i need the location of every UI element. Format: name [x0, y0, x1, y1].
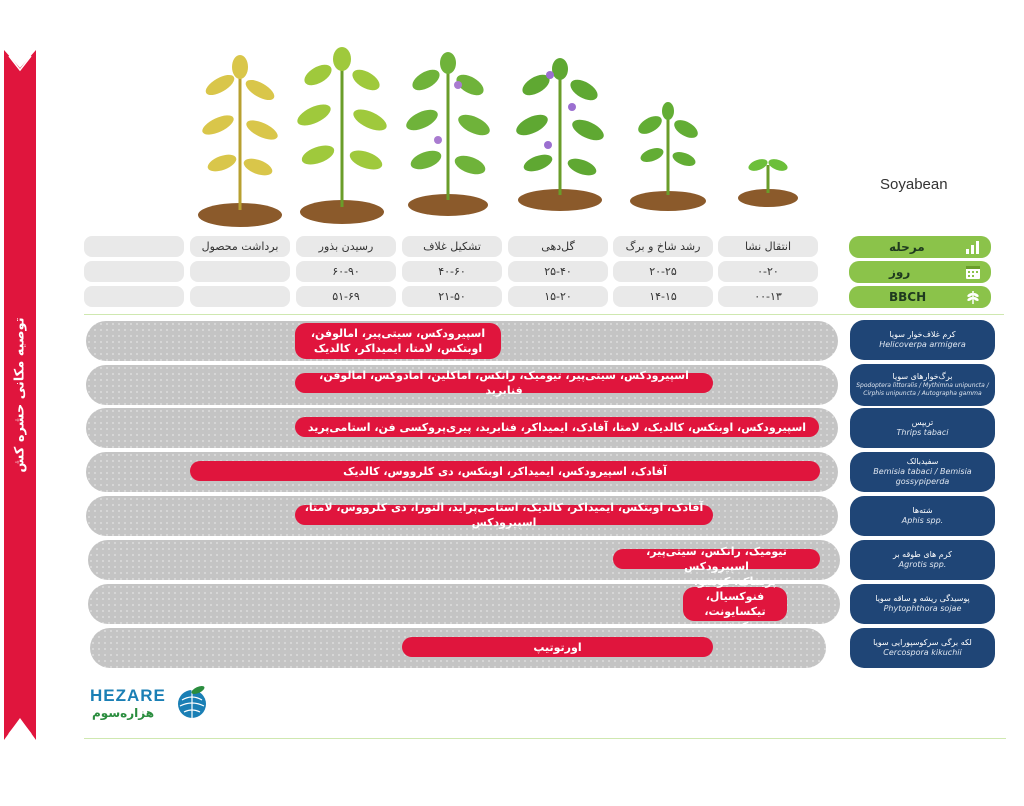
- stage-cell: [84, 236, 184, 257]
- plant-stalk-icon: [967, 291, 979, 304]
- bbch-cell: ۰۰-۱۳: [718, 286, 818, 307]
- calendar-icon: [966, 266, 980, 279]
- banner-shape: [4, 50, 36, 740]
- day-cell: [190, 261, 290, 282]
- product-pill: اسپیرودکس، اوبتکس، کالدیک، لامتا، آفادک،…: [295, 417, 819, 437]
- pest-card: کرم غلاف‌خوار سویا Helicoverpa armigera: [850, 320, 995, 360]
- hezare-logo: HEZARE هزاره‌سوم: [90, 684, 220, 728]
- bbch-header-label: BBCH: [889, 290, 927, 304]
- pest-name: کرم های طوقه بر: [893, 550, 952, 559]
- product-pill: پریماک، کوهیو، فنوکسیال، تیکسایونت، کیش: [683, 575, 787, 633]
- product-pill: آفادک، اوبتکس، ایمیداکر، کالدیک، استامی‌…: [295, 501, 713, 529]
- bbch-header: BBCH: [849, 286, 991, 308]
- day-cell: ۲۰-۲۵: [613, 261, 713, 282]
- day-cell: ۲۵-۴۰: [508, 261, 608, 282]
- stage-cell: رسیدن بذور: [296, 236, 396, 257]
- pest-scientific-name: Aphis spp.: [901, 516, 944, 525]
- pest-name: برگ‌خوارهای سویا: [892, 372, 953, 381]
- pest-scientific-name: Agrotis spp.: [898, 560, 947, 569]
- pest-card: تریپس Thrips tabaci: [850, 408, 995, 448]
- pest-card: کرم های طوقه بر Agrotis spp.: [850, 540, 995, 580]
- stage-header: مرحله: [849, 236, 991, 258]
- pest-name: پوسیدگی ریشه و ساقه سویا: [875, 594, 970, 603]
- pest-name: تریپس: [911, 418, 934, 427]
- pest-card: لکه برگی سرکوسپورایی سویا Cercospora kik…: [850, 628, 995, 668]
- bbch-cell: ۵۱-۶۹: [296, 286, 396, 307]
- sidebar-title: توصیه مکانی حشره کش: [12, 317, 28, 473]
- day-header-label: روز: [889, 265, 911, 279]
- pest-scientific-name: Phytophthora sojae: [883, 604, 962, 613]
- growth-stages-illustration: [190, 45, 810, 230]
- product-pill: اسپیرودکس، سیتی‌پیر، امالوفن، اوبتکس، لا…: [295, 323, 501, 359]
- sidebar-banner: توصیه مکانی حشره کش: [4, 50, 36, 740]
- bbch-cell: ۲۱-۵۰: [402, 286, 502, 307]
- pest-scientific-name: Helicoverpa armigera: [879, 340, 966, 349]
- day-cell: ۴۰-۶۰: [402, 261, 502, 282]
- crop-name: Soyabean: [880, 176, 948, 193]
- day-header: روز: [849, 261, 991, 283]
- pest-card: پوسیدگی ریشه و ساقه سویا Phytophthora so…: [850, 584, 995, 624]
- stage-cell: انتقال نشا: [718, 236, 818, 257]
- section-divider: [84, 314, 1004, 315]
- bbch-cell: ۱۵-۲۰: [508, 286, 608, 307]
- stage-cell: برداشت محصول: [190, 236, 290, 257]
- pest-name: سفیدبالک: [906, 457, 939, 466]
- stage-cell: رشد شاخ و برگ: [613, 236, 713, 257]
- logo-text-fa: هزاره‌سوم: [92, 706, 155, 720]
- pest-scientific-name: Thrips tabaci: [896, 428, 949, 437]
- logo-text-en: HEZARE: [90, 686, 166, 705]
- bbch-cell: [84, 286, 184, 307]
- pest-card: برگ‌خوارهای سویا Spodoptera littoralis /…: [850, 364, 995, 406]
- stage-cell: گل‌دهی: [508, 236, 608, 257]
- plants-svg: [198, 47, 798, 227]
- pest-scientific-name: Cercospora kikuchii: [883, 648, 962, 657]
- pest-name: لکه برگی سرکوسپورایی سویا: [873, 638, 972, 647]
- day-cell: [84, 261, 184, 282]
- day-cell: ۶۰-۹۰: [296, 261, 396, 282]
- pest-card: سفیدبالک Bemisia tabaci / Bemisia gossyp…: [850, 452, 995, 492]
- bbch-cell: ۱۴-۱۵: [613, 286, 713, 307]
- pest-scientific-name: Spodoptera littoralis / Mythimna unipunc…: [856, 382, 989, 397]
- stage-header-label: مرحله: [889, 240, 925, 254]
- product-pill: اسپیرودکس، سیتی‌پیر، تیومیک، رانکس، اماک…: [295, 369, 713, 397]
- soil-icon: [198, 203, 282, 227]
- bar-chart-icon: [966, 241, 979, 254]
- product-pill: آفادک، اسپیرودکس، ایمیداکر، اوبتکس، دی ک…: [190, 461, 820, 481]
- pest-name: شته‌ها: [912, 506, 933, 515]
- bbch-cell: [190, 286, 290, 307]
- pest-card: شته‌ها Aphis spp.: [850, 496, 995, 536]
- pest-name: کرم غلاف‌خوار سویا: [889, 330, 956, 339]
- globe-icon: [178, 685, 206, 718]
- footer-divider: [84, 738, 1006, 739]
- product-pill: تیومیک، رانکس، سیتی‌پیر، اسپیرودکس: [613, 545, 820, 573]
- stage-cell: تشکیل غلاف: [402, 236, 502, 257]
- pest-scientific-name: Bemisia tabaci / Bemisia gossypiperda: [873, 467, 972, 486]
- day-cell: ۰-۲۰: [718, 261, 818, 282]
- product-pill: اورتوتیپ: [402, 637, 713, 657]
